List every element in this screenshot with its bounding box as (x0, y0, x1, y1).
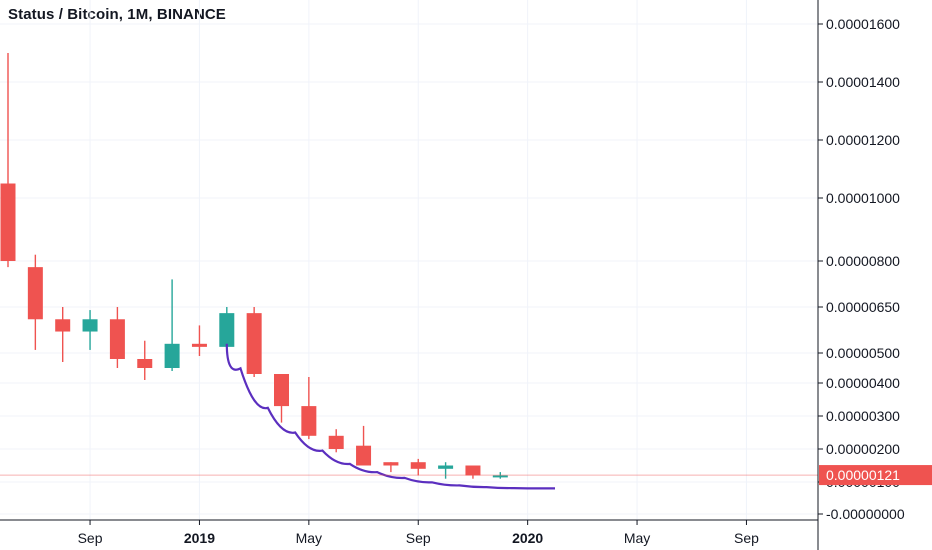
candle-body (410, 462, 426, 469)
candle-2018-08 (55, 307, 71, 362)
y-tick-label: 0.00001200 (826, 132, 900, 148)
y-tick-label: 0.00000300 (826, 408, 900, 424)
candle-2019-02 (219, 307, 235, 347)
candle-body (137, 359, 153, 368)
grid-lines (0, 0, 818, 520)
candle-2019-12 (492, 472, 508, 479)
y-tick-label: 0.00000400 (826, 375, 900, 391)
x-tick-label: May (624, 530, 650, 546)
candle-body (164, 343, 180, 368)
x-tick-label: Sep (734, 530, 759, 546)
candle-body (301, 406, 317, 436)
candle-body (27, 267, 43, 320)
candle-body (55, 319, 71, 332)
last-price-label: 0.00000121 (826, 467, 900, 483)
candle-2018-06 (0, 53, 16, 268)
trend-curve[interactable] (225, 343, 555, 490)
candle-body (356, 445, 372, 466)
y-tick-label: 0.00000650 (826, 299, 900, 315)
candle-body (191, 343, 207, 347)
candle-2018-10 (109, 307, 125, 368)
x-tick-label: May (296, 530, 322, 546)
last-price-badge: 0.00000121 (819, 465, 932, 486)
candle-body (219, 313, 235, 347)
y-tick-label: 0.00000800 (826, 253, 900, 269)
candle-2018-09 (82, 310, 98, 350)
candle-body (246, 313, 262, 374)
candle-2019-10 (438, 462, 454, 479)
y-tick-label: 0.00001400 (826, 74, 900, 90)
candle-body (274, 374, 289, 407)
candle-body (383, 462, 399, 466)
candle-2018-11 (137, 340, 153, 380)
candle-body (109, 319, 125, 359)
candle-2018-12 (164, 279, 180, 371)
chart-title: Status / Bitcoin, 1M, BINANCE (8, 6, 226, 23)
last-price-badge-bg (819, 465, 932, 486)
y-tick-label: 0.00000200 (826, 441, 900, 457)
trend-curve-layer (225, 343, 555, 490)
x-tick-label: Sep (78, 530, 103, 546)
candle-2019-05 (301, 377, 317, 440)
y-tick-label: 0.00000500 (826, 345, 900, 361)
y-tick-label: -0.00000000 (826, 506, 905, 522)
y-tick-label: 0.00001000 (826, 190, 900, 206)
candle-2019-01 (191, 325, 207, 356)
candle-body (492, 475, 508, 478)
candle-2019-07 (356, 425, 372, 466)
candle-2019-03 (246, 307, 262, 377)
x-tick-label: 2020 (512, 530, 543, 546)
candles (0, 53, 508, 479)
candle-body (465, 465, 481, 476)
candle-body (0, 183, 16, 261)
candle-2019-04 (274, 374, 289, 423)
candle-body (82, 319, 98, 332)
candle-2019-06 (328, 429, 344, 453)
x-tick-label: Sep (406, 530, 431, 546)
x-tick-label: 2019 (184, 530, 215, 546)
candle-body (328, 435, 344, 449)
candle-body (438, 465, 454, 469)
candle-2019-08 (383, 462, 399, 473)
candle-2019-11 (465, 465, 481, 479)
candle-2018-07 (27, 254, 43, 350)
candle-2019-09 (410, 458, 426, 476)
y-tick-label: 0.00001600 (826, 16, 900, 32)
